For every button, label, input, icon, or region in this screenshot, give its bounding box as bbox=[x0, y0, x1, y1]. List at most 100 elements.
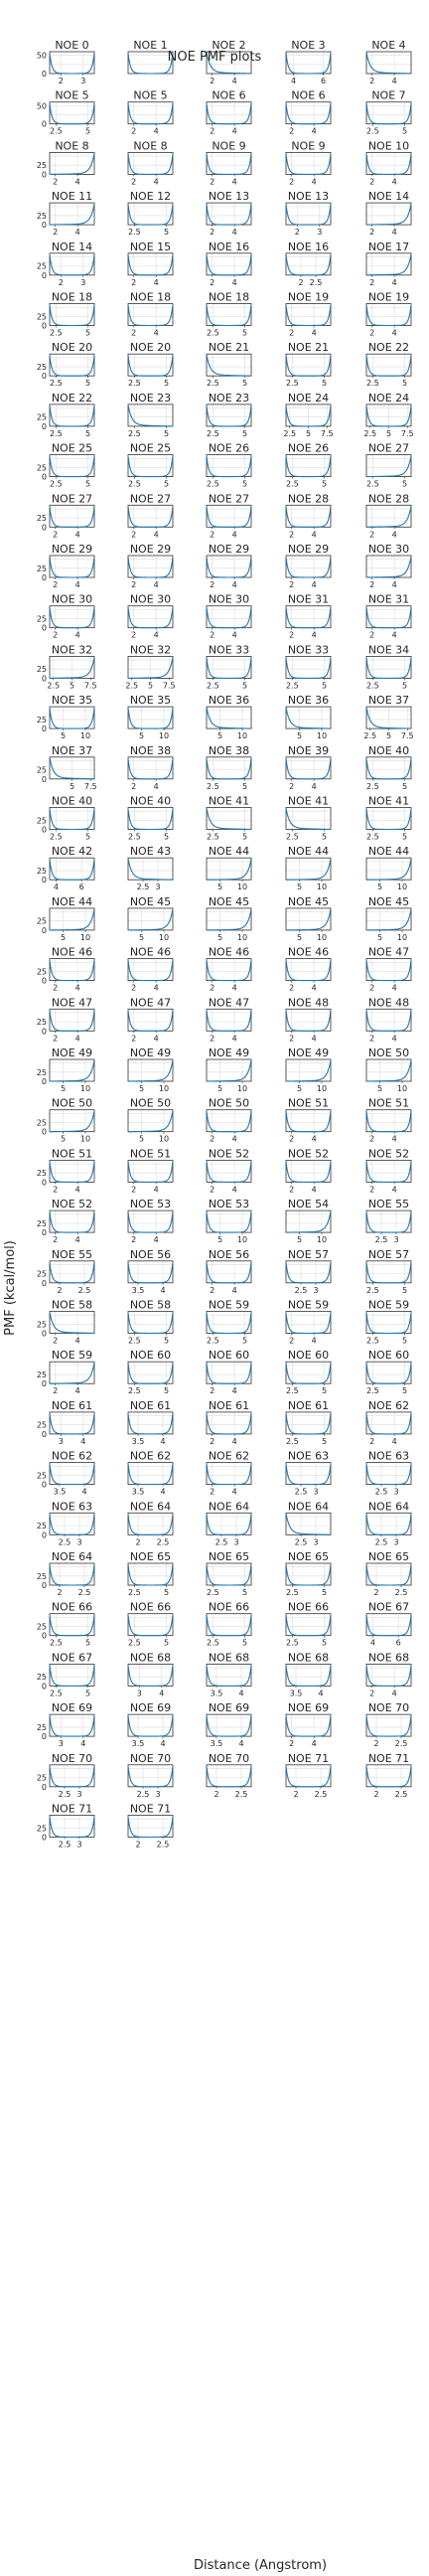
x-tick-label: 2 bbox=[131, 530, 136, 539]
subplot-title: NOE 45 bbox=[209, 895, 249, 908]
x-tick-label: 2 bbox=[289, 1739, 294, 1748]
subplot-title: NOE 59 bbox=[209, 1299, 249, 1312]
y-tick-label: 25 bbox=[37, 514, 47, 523]
x-tick-label: 2.5 bbox=[207, 1588, 219, 1597]
subplot-title: NOE 31 bbox=[288, 593, 329, 606]
x-tick-label: 10 bbox=[397, 933, 407, 942]
subplot-title: NOE 42 bbox=[52, 845, 92, 858]
subplot-title: NOE 67 bbox=[368, 1601, 409, 1614]
subplot-title: NOE 18 bbox=[52, 291, 92, 304]
y-tick-label: 25 bbox=[37, 665, 47, 674]
x-tick-label: 2 bbox=[59, 77, 64, 85]
subplot-title: NOE 43 bbox=[130, 845, 171, 858]
x-tick-label: 4 bbox=[75, 984, 80, 993]
x-tick-label: 4 bbox=[154, 177, 159, 186]
subplot-title: NOE 66 bbox=[52, 1601, 92, 1614]
x-tick-label: 2.5 bbox=[395, 1739, 408, 1748]
x-tick-label: 10 bbox=[159, 731, 169, 740]
subplot-title: NOE 44 bbox=[209, 845, 249, 858]
x-tick-label: 3 bbox=[313, 1488, 318, 1497]
x-tick-label: 2.5 bbox=[315, 1790, 328, 1799]
x-tick-label: 5 bbox=[297, 933, 302, 942]
x-tick-label: 2.5 bbox=[50, 429, 63, 438]
x-tick-label: 5 bbox=[322, 1588, 327, 1597]
x-tick-label: 5 bbox=[322, 1386, 327, 1395]
subplot-title: NOE 47 bbox=[209, 996, 249, 1009]
y-tick-label: 0 bbox=[42, 523, 47, 532]
x-tick-label: 2.5 bbox=[59, 1841, 72, 1850]
x-tick-label: 5 bbox=[242, 833, 247, 842]
x-tick-label: 2 bbox=[289, 1185, 294, 1194]
x-tick-label: 2.5 bbox=[125, 681, 138, 690]
subplot-title: NOE 56 bbox=[130, 1248, 171, 1261]
x-tick-label: 2.5 bbox=[366, 681, 379, 690]
x-tick-label: 4 bbox=[232, 177, 237, 186]
subplot-title: NOE 20 bbox=[52, 341, 92, 354]
subplot-title: NOE 59 bbox=[52, 1349, 92, 1362]
subplot-title: NOE 27 bbox=[130, 492, 171, 505]
x-tick-label: 5 bbox=[164, 833, 169, 842]
subplot-title: NOE 54 bbox=[288, 1198, 329, 1210]
x-tick-label: 4 bbox=[75, 631, 80, 640]
subplot-title: NOE 46 bbox=[52, 946, 92, 959]
x-tick-label: 4 bbox=[232, 228, 237, 237]
subplot-title: NOE 65 bbox=[209, 1550, 249, 1563]
subplot-title: NOE 50 bbox=[368, 1046, 409, 1059]
x-tick-label: 4 bbox=[370, 1639, 375, 1648]
x-tick-label: 10 bbox=[237, 933, 247, 942]
x-tick-label: 2.5 bbox=[128, 1639, 141, 1648]
x-tick-label: 4 bbox=[154, 127, 159, 136]
x-tick-label: 2.5 bbox=[207, 833, 219, 842]
figure-xlabel: Distance (Angstrom) bbox=[194, 2558, 327, 2573]
x-tick-label: 4 bbox=[318, 1689, 323, 1697]
x-tick-label: 2 bbox=[369, 329, 374, 338]
y-tick-label: 0 bbox=[42, 724, 47, 733]
subplot-title: NOE 27 bbox=[52, 492, 92, 505]
y-tick-label: 25 bbox=[37, 1824, 47, 1833]
x-tick-label: 5 bbox=[377, 1084, 382, 1093]
x-tick-label: 5 bbox=[164, 379, 169, 388]
subplot-title: NOE 45 bbox=[288, 895, 329, 908]
x-tick-label: 5 bbox=[85, 833, 90, 842]
x-tick-label: 4 bbox=[154, 631, 159, 640]
x-tick-label: 2 bbox=[369, 1437, 374, 1446]
subplot-title: NOE 71 bbox=[52, 1803, 92, 1816]
x-tick-label: 2 bbox=[295, 228, 300, 237]
x-tick-label: 2.5 bbox=[128, 1337, 141, 1346]
x-tick-label: 2 bbox=[53, 984, 58, 993]
x-tick-label: 2.5 bbox=[207, 681, 219, 690]
x-tick-label: 4 bbox=[312, 782, 317, 791]
subplot-title: NOE 5 bbox=[133, 89, 167, 102]
x-tick-label: 7.5 bbox=[84, 782, 97, 791]
subplot-title: NOE 30 bbox=[209, 593, 249, 606]
subplot-title: NOE 68 bbox=[368, 1651, 409, 1664]
y-tick-label: 25 bbox=[37, 413, 47, 422]
x-tick-label: 2.5 bbox=[59, 1790, 72, 1799]
subplot-title: NOE 25 bbox=[52, 442, 92, 455]
subplot-title: NOE 6 bbox=[212, 89, 245, 102]
x-tick-label: 2 bbox=[373, 1588, 378, 1597]
subplot-title: NOE 36 bbox=[209, 694, 249, 707]
x-tick-label: 5 bbox=[402, 1337, 407, 1346]
y-tick-label: 25 bbox=[37, 816, 47, 825]
x-tick-label: 4 bbox=[159, 1689, 164, 1697]
subplot-title: NOE 65 bbox=[130, 1550, 171, 1563]
subplot-title: NOE 64 bbox=[368, 1500, 409, 1513]
x-tick-label: 2.5 bbox=[286, 1386, 299, 1395]
x-tick-label: 4 bbox=[75, 177, 80, 186]
subplot-title: NOE 71 bbox=[368, 1752, 409, 1765]
x-tick-label: 5 bbox=[377, 883, 382, 891]
subplot-title: NOE 44 bbox=[52, 895, 92, 908]
y-tick-label: 0 bbox=[42, 624, 47, 633]
figure-title: NOE PMF plots bbox=[168, 50, 262, 65]
x-tick-label: 2 bbox=[53, 631, 58, 640]
x-tick-label: 2 bbox=[369, 984, 374, 993]
subplot-title: NOE 19 bbox=[288, 291, 329, 304]
x-tick-label: 2.5 bbox=[78, 1588, 91, 1597]
x-tick-label: 2 bbox=[369, 631, 374, 640]
subplot-title: NOE 55 bbox=[52, 1248, 92, 1261]
subplot-title: NOE 21 bbox=[288, 341, 329, 354]
x-tick-label: 2 bbox=[369, 580, 374, 589]
x-tick-label: 4 bbox=[75, 580, 80, 589]
subplot-title: NOE 10 bbox=[368, 139, 409, 152]
